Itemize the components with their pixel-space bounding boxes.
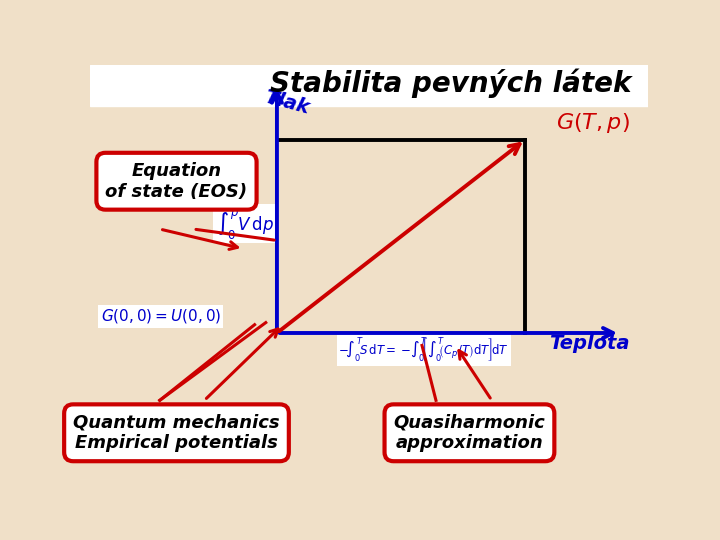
Text: $G(T, p)$: $G(T, p)$ — [556, 111, 630, 135]
Text: $-\!\int_0^T\!S\,\mathrm{d}T = -\!\int_0^T\!\!\left[\int_0^T\!\!\left(C_p/T\righ: $-\!\int_0^T\!S\,\mathrm{d}T = -\!\int_0… — [338, 335, 509, 364]
Bar — [90, 65, 648, 106]
Text: $\int_0^p V\,\mathrm{d}p$: $\int_0^p V\,\mathrm{d}p$ — [216, 207, 274, 241]
Text: Equation
of state (EOS): Equation of state (EOS) — [105, 162, 248, 201]
Text: Tlak: Tlak — [262, 87, 312, 117]
Text: $G(0,0) = U(0,0)$: $G(0,0) = U(0,0)$ — [101, 307, 221, 326]
Text: Teplota: Teplota — [549, 334, 630, 353]
Text: Quantum mechanics
Empirical potentials: Quantum mechanics Empirical potentials — [73, 414, 280, 452]
Text: Quasiharmonic
approximation: Quasiharmonic approximation — [394, 414, 545, 452]
Text: Stabilita pevných látek: Stabilita pevných látek — [270, 69, 631, 98]
